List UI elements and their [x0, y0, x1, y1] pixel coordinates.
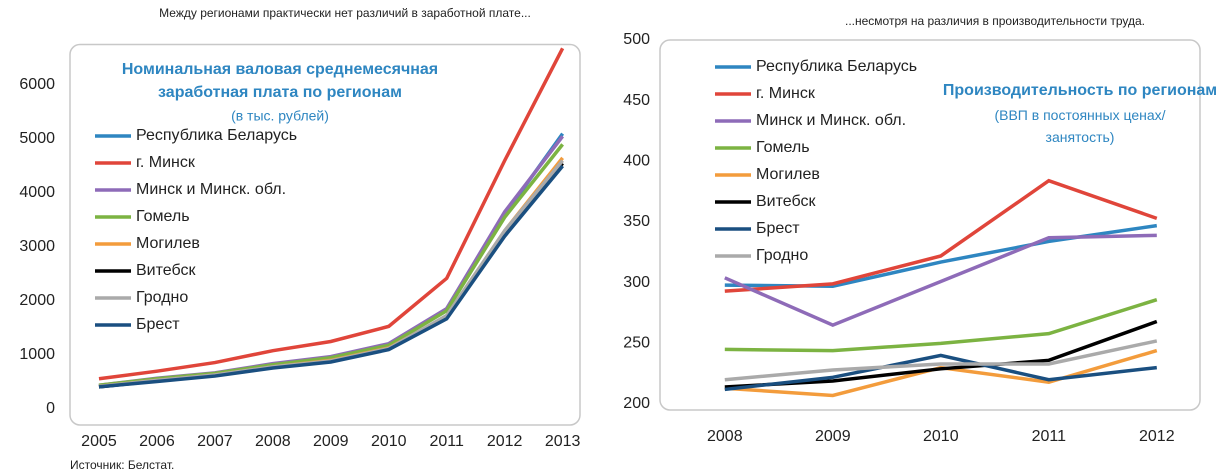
- legend-label: г. Минск: [136, 154, 196, 171]
- y-tick-label: 3000: [19, 238, 55, 255]
- x-tick-label: 2013: [545, 433, 581, 450]
- y-tick-label: 300: [623, 274, 650, 291]
- legend-label: Гомель: [136, 208, 190, 225]
- x-tick-label: 2005: [81, 433, 117, 450]
- plot-frame: [69, 43, 581, 426]
- x-tick-label: 2006: [139, 433, 175, 450]
- series-line: [98, 132, 565, 388]
- y-tick-label: 350: [623, 213, 650, 230]
- x-tick-label: 2009: [815, 428, 851, 445]
- source: Источник: Белстат.: [70, 458, 174, 472]
- series-line: [724, 233, 1157, 328]
- legend-label: Гродно: [136, 289, 188, 306]
- legend-label: Витебск: [756, 193, 816, 210]
- x-tick-label: 2010: [371, 433, 407, 450]
- x-tick-label: 2008: [255, 433, 291, 450]
- x-tick-label: 2007: [197, 433, 233, 450]
- legend-label: Могилев: [756, 166, 820, 183]
- series-line: [98, 47, 565, 381]
- series-line: [98, 164, 564, 389]
- legend-label: Витебск: [136, 262, 196, 279]
- x-tick-label: 2011: [1032, 428, 1067, 445]
- series-line: [724, 353, 1157, 392]
- legend-label: Минск и Минск. обл.: [136, 181, 286, 198]
- caption: ...несмотря на различия в производительн…: [845, 14, 1145, 28]
- legend-label: Брест: [756, 220, 800, 237]
- legend-label: Могилев: [136, 235, 200, 252]
- y-tick-label: 5000: [19, 130, 55, 147]
- x-tick-label: 2012: [1139, 428, 1175, 445]
- y-tick-label: 450: [623, 92, 650, 109]
- y-tick-label: 2000: [19, 292, 55, 309]
- y-tick-label: 500: [623, 31, 650, 48]
- y-tick-label: 4000: [19, 184, 55, 201]
- y-tick-label: 0: [46, 400, 55, 417]
- y-tick-label: 6000: [19, 76, 55, 93]
- x-tick-label: 2009: [313, 433, 349, 450]
- x-tick-label: 2010: [923, 428, 959, 445]
- legend-label: Брест: [136, 316, 180, 333]
- y-tick-label: 1000: [19, 346, 55, 363]
- series-line: [724, 178, 1158, 293]
- chart-subtitle: (ВВП в постоянных ценах/занятость): [994, 107, 1165, 145]
- legend-label: Гродно: [756, 247, 808, 264]
- chart-title: Номинальная валовая среднемесячная зарабо…: [122, 61, 438, 101]
- legend-label: Минск и Минск. обл.: [756, 112, 906, 129]
- series-line: [98, 135, 565, 387]
- legend-label: г. Минск: [756, 85, 816, 102]
- legend-label: Республика Беларусь: [756, 58, 917, 75]
- legend-label: Республика Беларусь: [136, 127, 297, 144]
- series-line: [724, 297, 1158, 353]
- y-tick-label: 400: [623, 153, 650, 170]
- series-line: [724, 339, 1158, 382]
- chart-subtitle: (в тыс. рублей): [231, 108, 329, 124]
- legend-label: Гомель: [756, 139, 810, 156]
- chart-title: Производительность по регионам: [943, 82, 1217, 99]
- y-tick-label: 200: [623, 395, 650, 412]
- caption: Между регионами практически нет различий…: [159, 6, 531, 20]
- x-tick-label: 2012: [487, 433, 523, 450]
- y-tick-label: 250: [623, 335, 650, 352]
- plot-frame: [659, 39, 1201, 411]
- x-tick-label: 2011: [430, 433, 465, 450]
- x-tick-label: 2008: [707, 428, 743, 445]
